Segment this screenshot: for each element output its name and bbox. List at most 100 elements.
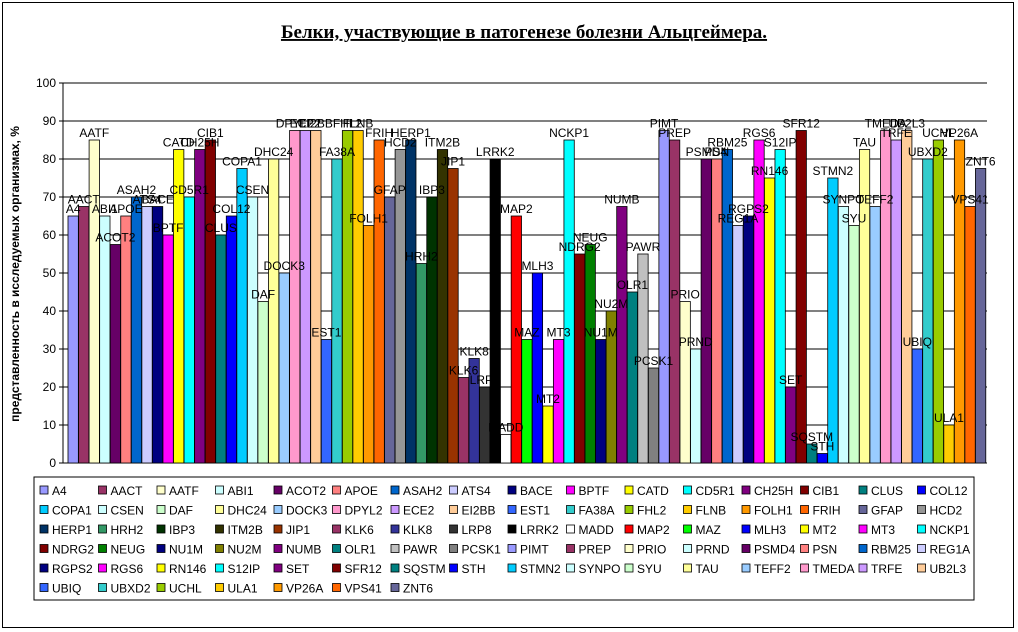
legend-label-gfap: GFAP xyxy=(871,504,903,518)
legend-label-pawr: PAWR xyxy=(403,543,438,557)
legend-swatch-sfr12 xyxy=(332,563,341,573)
bar-a4 xyxy=(67,215,79,464)
bar-label-lrrk2: LRRK2 xyxy=(476,145,515,159)
legend-label-s12ip: S12IP xyxy=(228,562,261,576)
legend-swatch-bptf xyxy=(566,485,575,495)
legend-label-bptf: BPTF xyxy=(579,484,610,498)
bar-jip1 xyxy=(447,168,459,464)
bar-label-clus: CLUS xyxy=(205,221,237,235)
bars xyxy=(67,130,987,464)
bar-label-pimt: PIMT xyxy=(650,117,679,131)
legend-label-set: SET xyxy=(286,562,310,576)
y-axis-label: представленность в исследуемых организма… xyxy=(8,126,22,422)
bar-label-tmeda: TMEDA xyxy=(865,117,907,131)
legend-label-synpo: SYNPO xyxy=(579,562,621,576)
legend-swatch-csen xyxy=(98,505,107,514)
bar-csen xyxy=(246,196,259,464)
y-tick-label: 10 xyxy=(43,418,57,432)
legend-swatch-itm2b xyxy=(215,524,224,534)
legend-swatch-mt2 xyxy=(800,524,809,534)
legend-swatch-znt6 xyxy=(390,583,400,592)
bar-label-nu1m: NU1M xyxy=(584,326,618,340)
bar-label-rn146: RN146 xyxy=(751,164,789,178)
legend-swatch-ula1 xyxy=(215,583,224,592)
bar-folh1 xyxy=(363,225,375,464)
bar-label-ch25h: CH25H xyxy=(180,136,219,150)
legend-label-teff2: TEFF2 xyxy=(754,562,791,576)
bar-label-pcsk1: PCSK1 xyxy=(634,354,674,368)
bar-label-tau: TAU xyxy=(853,136,876,150)
legend-label-ibp3: IBP3 xyxy=(169,523,195,537)
legend-swatch-synpo xyxy=(566,563,575,573)
legend-swatch-sqstm xyxy=(390,563,400,573)
bar-uchl xyxy=(932,139,944,464)
legend-swatch-neug xyxy=(98,544,107,553)
bar-label-copa1: COPA1 xyxy=(222,155,262,169)
legend-swatch-psn xyxy=(800,544,809,553)
legend-swatch-asah2 xyxy=(390,485,400,495)
legend-swatch-dock3 xyxy=(273,505,283,514)
legend-swatch-ch25h xyxy=(741,485,751,495)
bar-label-znt6: ZNT6 xyxy=(966,155,996,169)
legend-swatch-psmd4 xyxy=(741,544,751,553)
legend-swatch-pcsk1 xyxy=(449,544,458,553)
legend-swatch-apoe xyxy=(332,485,341,495)
bar-sfr12 xyxy=(795,130,807,464)
bar-label-dhc24: DHC24 xyxy=(254,145,294,159)
bar-ubxd2 xyxy=(922,158,934,464)
legend-label-rbm25: RBM25 xyxy=(871,543,911,557)
legend-swatch-teff2 xyxy=(741,563,751,573)
legend-label-reg1a: REG1A xyxy=(930,543,971,557)
bar-gfap xyxy=(384,196,396,464)
bar-pcsk1 xyxy=(647,367,660,464)
legend-swatch-nu1m xyxy=(156,544,166,553)
bar-rgs6 xyxy=(753,139,765,464)
legend-label-hcd2: HCD2 xyxy=(930,504,963,518)
bar-ece2 xyxy=(299,130,311,464)
bar-prio xyxy=(679,301,691,464)
bar-label-teff2: TEFF2 xyxy=(857,193,894,207)
legend-swatch-dpyl2 xyxy=(332,505,341,514)
legend-label-jip1: JIP1 xyxy=(286,523,310,537)
legend-swatch-ats4 xyxy=(449,485,458,495)
legend-label-bace: BACE xyxy=(520,484,553,498)
bar-set xyxy=(785,386,797,464)
bar-label-set: SET xyxy=(779,373,803,387)
bar-label-aact: AACT xyxy=(68,193,101,207)
legend-label-pimt: PIMT xyxy=(520,543,549,557)
legend-swatch-nu2m xyxy=(215,544,224,553)
legend-label-dhc24: DHC24 xyxy=(228,504,268,518)
legend-label-itm2b: ITM2B xyxy=(228,523,263,537)
bar-label-reg1a: REG1A xyxy=(718,212,759,226)
legend-swatch-fhl2 xyxy=(624,505,634,514)
bar-label-ei2bb: EI2BB xyxy=(299,117,333,131)
bar-label-abi1: ABI1 xyxy=(92,202,118,216)
legend-swatch-ub2l3 xyxy=(917,563,926,573)
legend-swatch-vps41 xyxy=(332,583,341,592)
bar-label-sfr12: SFR12 xyxy=(783,117,821,131)
legend-swatch-trfe xyxy=(858,563,868,573)
legend-label-col12: COL12 xyxy=(930,484,968,498)
legend-label-cib1: CIB1 xyxy=(813,484,840,498)
legend-swatch-nckp1 xyxy=(917,524,926,534)
legend-swatch-maz xyxy=(683,524,692,534)
legend-label-clus: CLUS xyxy=(871,484,903,498)
legend-swatch-reg1a xyxy=(917,544,926,553)
legend-swatch-cib1 xyxy=(800,485,809,495)
bar-label-prep: PREP xyxy=(658,126,691,140)
bar-label-klk6: KLK6 xyxy=(449,364,479,378)
y-tick-label: 30 xyxy=(43,342,57,356)
legend-label-csen: CSEN xyxy=(111,504,144,518)
legend-swatch-madd xyxy=(566,524,575,534)
bar-label-dpyl2: DPYL2 xyxy=(276,117,314,131)
bar-label-olr1: OLR1 xyxy=(617,278,649,292)
legend-label-prep: PREP xyxy=(579,543,612,557)
legend-swatch-ubiq xyxy=(39,583,49,592)
legend-label-ats4: ATS4 xyxy=(462,484,491,498)
bar-label-mt2: MT2 xyxy=(536,392,560,406)
legend-swatch-sth xyxy=(449,563,458,573)
bar-label-a4: A4 xyxy=(66,202,81,216)
bar-label-rbm25: RBM25 xyxy=(707,136,747,150)
legend-label-ndrg2: NDRG2 xyxy=(52,543,94,557)
